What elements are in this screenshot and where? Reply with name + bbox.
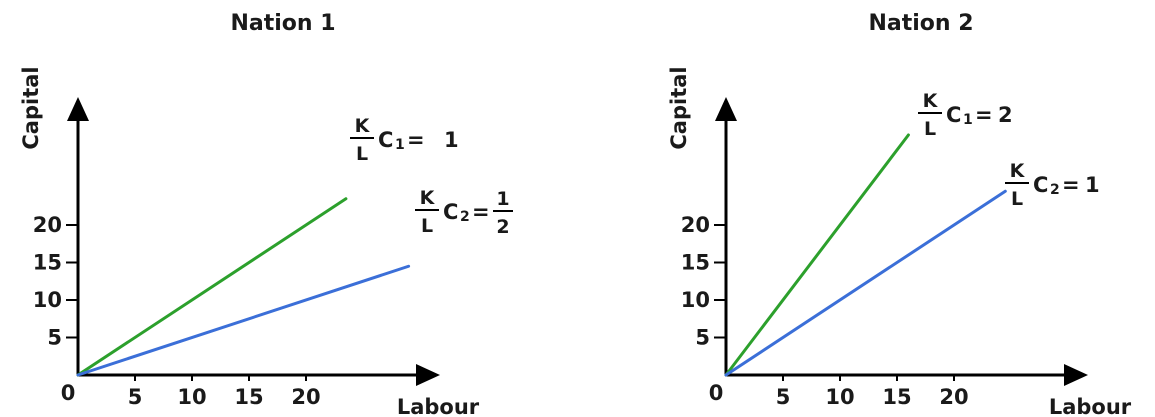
origin-label: 0	[61, 381, 76, 405]
fraction-denominator: L	[356, 143, 368, 165]
y-tick-label: 10	[681, 288, 710, 312]
y-tick-label: 15	[681, 251, 710, 275]
ratio-letter: C	[443, 200, 458, 224]
x-tick-label: 5	[776, 385, 791, 409]
series-label-2: KLC 2 =12	[415, 187, 513, 238]
x-axis-arrow-icon	[416, 364, 440, 386]
series-label-1: KLC 1 = 1	[350, 115, 459, 165]
ratio-value: 1	[444, 128, 459, 152]
x-axis-arrow-icon	[1064, 364, 1088, 386]
y-tick-label: 10	[33, 288, 62, 312]
x-tick-label: 5	[128, 385, 143, 409]
ratio-value: 1	[1085, 173, 1100, 197]
equals-sign: =	[472, 200, 490, 224]
chart-title: Nation 1	[230, 11, 335, 36]
ratio-letter: C	[946, 103, 961, 127]
fraction-denominator: L	[924, 118, 936, 140]
x-tick-label: 15	[882, 385, 911, 409]
ratio-subscript: 1	[395, 137, 405, 153]
y-axis-arrow-icon	[715, 97, 737, 121]
y-axis-arrow-icon	[67, 97, 89, 121]
y-axis-title: Capital	[667, 66, 691, 149]
x-tick-label: 20	[939, 385, 968, 409]
y-tick-label: 15	[33, 251, 62, 275]
chart-title: Nation 2	[868, 11, 973, 36]
x-tick-label: 10	[177, 385, 206, 409]
x-tick-label: 10	[825, 385, 854, 409]
equals-sign: =	[407, 128, 425, 152]
fraction-numerator: K	[1010, 160, 1026, 182]
equals-sign: =	[975, 103, 993, 127]
x-axis-title: Labour	[397, 395, 480, 417]
fraction-numerator: K	[355, 115, 371, 137]
fraction-numerator: K	[420, 187, 436, 209]
fraction-numerator: K	[923, 90, 939, 112]
ratio-subscript: 1	[963, 112, 973, 128]
origin-label: 0	[709, 381, 724, 405]
x-axis-title: Labour	[1049, 395, 1132, 417]
series-line-2	[76, 264, 411, 377]
fraction-denominator: L	[421, 215, 433, 237]
ratio-value: 2	[998, 103, 1013, 127]
ratio-subscript: 2	[1050, 182, 1060, 198]
y-tick-label: 5	[695, 326, 710, 350]
x-tick-label: 15	[234, 385, 263, 409]
value-denominator: 2	[496, 216, 509, 238]
y-axis-title: Capital	[19, 66, 43, 149]
equals-sign: =	[1062, 173, 1080, 197]
y-tick-label: 20	[33, 213, 62, 237]
value-numerator: 1	[496, 188, 509, 210]
ratio-letter: C	[1033, 173, 1048, 197]
series-line-1	[724, 133, 910, 377]
series-line-2	[724, 189, 1007, 377]
y-tick-label: 5	[47, 326, 62, 350]
y-tick-label: 20	[681, 213, 710, 237]
ratio-subscript: 2	[460, 209, 470, 225]
x-tick-label: 20	[291, 385, 320, 409]
ratio-letter: C	[378, 128, 393, 152]
fraction-denominator: L	[1011, 188, 1023, 210]
series-line-1	[76, 197, 348, 377]
series-label-1: KLC 1 = 2	[918, 90, 1013, 140]
series-label-2: KLC 2 = 1	[1005, 160, 1100, 210]
